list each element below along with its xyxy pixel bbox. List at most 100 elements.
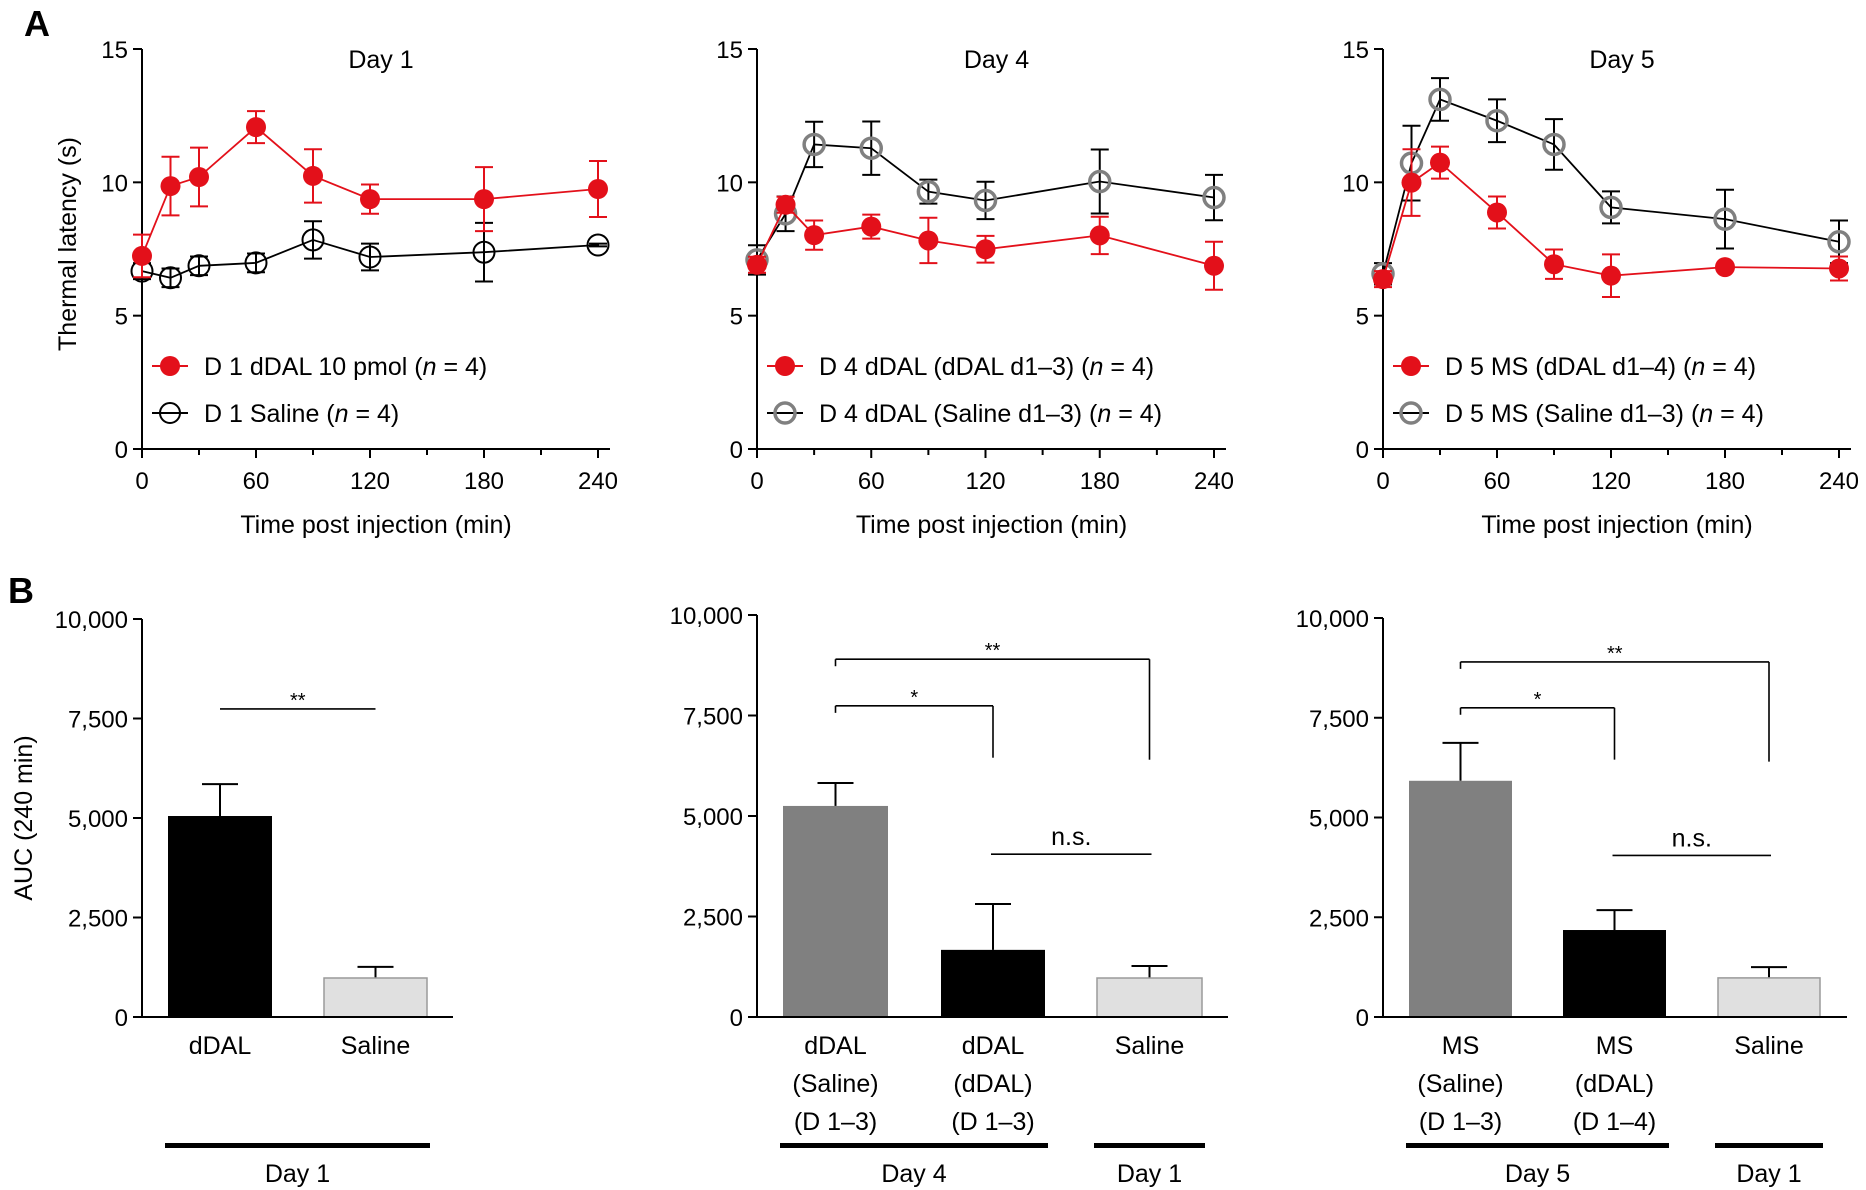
x-axis-title: Time post injection (min) xyxy=(856,511,1127,539)
y-tick-label: 10,000 xyxy=(1296,606,1369,633)
group-annotation: Day 1 xyxy=(1094,1143,1205,1188)
data-point-filled xyxy=(588,179,608,199)
category-label: dDAL xyxy=(189,1032,252,1060)
bar xyxy=(941,949,1045,1017)
y-tick-label: 7,500 xyxy=(1309,706,1369,733)
series-filled xyxy=(747,194,1224,291)
significance-label: n.s. xyxy=(1051,823,1091,851)
bar xyxy=(1717,977,1821,1018)
legend-item: D 4 dDAL (dDAL d1–3) (n = 4) xyxy=(767,353,1154,381)
significance-label: * xyxy=(1534,689,1542,711)
bar-chart-2: 0 2,500 5,000 7,500 10,000 dDAL (Saline) (D 1–3… xyxy=(670,603,1228,1188)
y-tick-label: 5,000 xyxy=(1309,806,1369,833)
significance-annotation: n.s. xyxy=(1612,824,1771,857)
series-open xyxy=(130,220,610,290)
y-tick-label: 5,000 xyxy=(68,806,128,833)
category-label: (D 1–3) xyxy=(794,1108,877,1136)
y-tick-label: 0 xyxy=(115,1005,128,1032)
data-point-filled xyxy=(132,245,152,266)
data-point-open xyxy=(586,233,610,257)
bar xyxy=(1563,930,1666,1017)
significance-label: ** xyxy=(1607,643,1623,665)
legend-marker-open xyxy=(773,401,797,425)
x-tick-label: 180 xyxy=(1705,468,1745,495)
category-label: Saline xyxy=(1734,1032,1804,1060)
data-point-filled xyxy=(160,176,181,197)
plot-title: Day 5 xyxy=(1589,46,1654,74)
data-point-open xyxy=(1713,207,1737,231)
data-point-filled xyxy=(1601,265,1621,286)
significance-label: * xyxy=(910,687,918,709)
bar-chart-3: 0 2,500 5,000 7,500 10,000 MS (Saline) (D 1–3) M… xyxy=(1296,606,1847,1188)
x-tick-label: 180 xyxy=(1080,468,1120,495)
line-chart-2: 0 5 10 15 0 60 120 180 240 Time post injection (m… xyxy=(716,37,1234,539)
data-point-filled xyxy=(1373,269,1393,290)
significance-label: n.s. xyxy=(1672,824,1712,852)
data-point-filled xyxy=(861,216,882,237)
group-line xyxy=(165,1143,430,1148)
data-point-filled xyxy=(1544,254,1564,275)
category-label: (D 1–4) xyxy=(1573,1108,1656,1136)
legend-n-symbol: n xyxy=(335,400,349,428)
group-annotation: Day 4 xyxy=(780,1143,1048,1188)
legend-name: D 4 dDAL (Saline d1–3) ( xyxy=(819,400,1098,428)
category-label: (Saline) xyxy=(792,1070,878,1098)
legend-n-symbol: n xyxy=(1097,400,1111,428)
group-line xyxy=(1094,1143,1205,1148)
data-point-open xyxy=(802,132,826,157)
y-axis-title: AUC (240 min) xyxy=(10,735,38,900)
x-axis-title: Time post injection (min) xyxy=(240,511,511,539)
legend-n-symbol: n xyxy=(1090,353,1104,381)
legend-item: D 1 dDAL 10 pmol (n = 4) xyxy=(152,353,487,381)
y-tick-label: 5 xyxy=(1356,304,1369,331)
significance-annotation: n.s. xyxy=(991,823,1152,855)
group-label: Day 5 xyxy=(1505,1160,1570,1188)
panel-label-a: A xyxy=(24,3,50,44)
plot-title: Day 1 xyxy=(348,46,413,74)
y-tick-label: 10 xyxy=(101,170,128,197)
y-axis-title: Thermal latency (s) xyxy=(54,137,82,351)
y-tick-label: 2,500 xyxy=(68,906,128,933)
y-tick-label: 15 xyxy=(101,37,128,64)
y-tick-label: 5 xyxy=(730,304,743,331)
panel-label-b: B xyxy=(8,570,34,611)
data-point-filled xyxy=(775,194,796,215)
series-open xyxy=(745,120,1226,276)
y-tick-label: 0 xyxy=(730,1005,743,1032)
y-tick-label: 10,000 xyxy=(670,603,743,630)
x-axis-title: Time post injection (min) xyxy=(1481,511,1752,539)
data-point-filled xyxy=(360,189,380,210)
category-label: (dDAL) xyxy=(1575,1070,1654,1098)
legend-n-value: = 4) xyxy=(1111,400,1162,428)
group-annotation: Day 5 xyxy=(1406,1143,1669,1188)
series-filled xyxy=(132,110,608,279)
data-point-filled xyxy=(1401,172,1422,193)
group-annotation: Day 1 xyxy=(1715,1143,1823,1188)
data-point-filled xyxy=(1204,255,1224,276)
y-tick-label: 10,000 xyxy=(55,607,128,634)
line-chart-1: 0 5 10 15 0 60 120 180 240 Time post injection (m… xyxy=(54,37,618,539)
legend-name: D 5 MS (dDAL d1–4) ( xyxy=(1445,353,1692,381)
data-point-open xyxy=(187,254,211,278)
x-tick-label: 240 xyxy=(578,468,618,495)
data-point-open xyxy=(358,245,382,269)
data-point-filled xyxy=(1715,257,1735,278)
data-point-filled xyxy=(303,165,323,186)
data-point-filled xyxy=(1089,225,1110,246)
x-tick-label: 120 xyxy=(965,468,1005,495)
data-point-filled xyxy=(804,225,825,246)
x-tick-label: 120 xyxy=(1591,468,1631,495)
x-tick-label: 120 xyxy=(350,468,390,495)
category-label: MS xyxy=(1596,1032,1634,1060)
legend-label: D 4 dDAL (dDAL d1–3) (n = 4) xyxy=(819,353,1154,381)
data-point-open xyxy=(1088,169,1112,194)
y-tick-label: 2,500 xyxy=(1309,905,1369,932)
group-line xyxy=(780,1143,1048,1148)
data-point-open xyxy=(301,228,325,252)
series-filled xyxy=(1373,145,1849,298)
legend-n-symbol: n xyxy=(1691,353,1705,381)
legend-name: D 1 Saline ( xyxy=(204,400,335,428)
y-tick-label: 0 xyxy=(1356,1005,1369,1032)
bar xyxy=(168,816,272,1017)
